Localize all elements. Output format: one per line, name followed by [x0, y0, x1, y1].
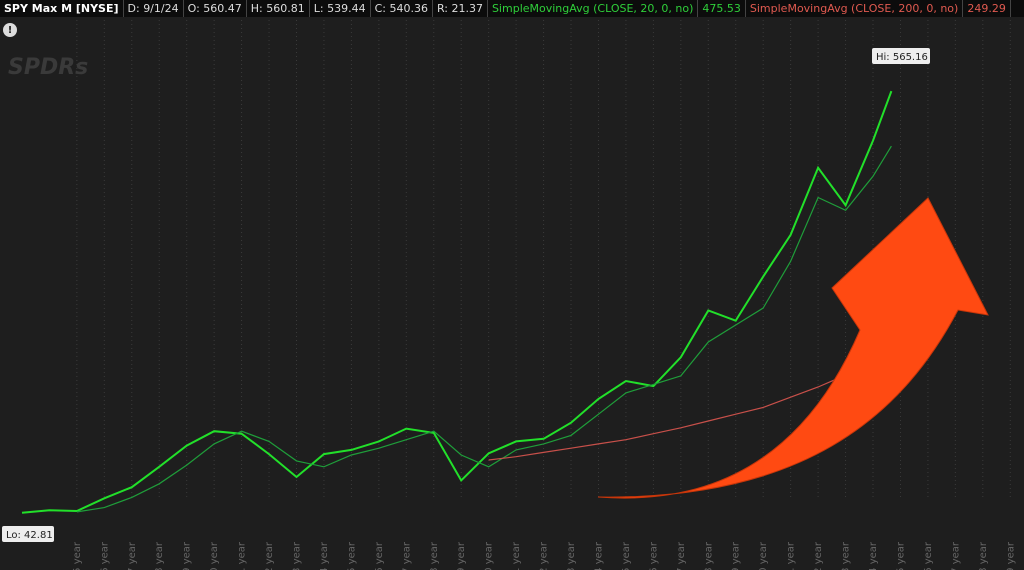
x-tick-label: 2003 year [291, 541, 302, 570]
x-tick-label: 2023 year [841, 541, 852, 570]
field: D: 9/1/24 [124, 0, 184, 17]
field: O: 560.47 [184, 0, 247, 17]
series-line [21, 90, 893, 514]
study-value: 249.29 [963, 0, 1011, 17]
x-tick-label: 2024 year [868, 541, 879, 570]
x-tick-label: 1999 year [182, 541, 193, 570]
x-tick-label: 1995 year [72, 541, 83, 570]
x-tick-label: 2017 year [676, 541, 687, 570]
study-value: 475.53 [698, 0, 746, 17]
x-tick-label: 2004 year [319, 541, 330, 570]
field: H: 560.81 [247, 0, 310, 17]
x-tick-label: 2016 year [648, 541, 659, 570]
x-tick-label: 2013 year [566, 541, 577, 570]
x-tick-label: 2006 year [374, 541, 385, 570]
x-tick-label: 2002 year [264, 541, 275, 570]
x-tick-label: 2025 year [895, 541, 906, 570]
x-tick-label: 2027 year [950, 541, 961, 570]
x-tick-label: 2020 year [758, 541, 769, 570]
x-tick-label: 2011 year [511, 541, 522, 570]
study[interactable]: SimpleMovingAvg (CLOSE, 200, 0, no) [746, 0, 964, 17]
x-tick-label: 2028 year [978, 541, 989, 570]
field: R: 21.37 [433, 0, 488, 17]
series-line [488, 337, 892, 461]
x-tick-label: 2000 year [209, 541, 220, 570]
lo-label-box [2, 526, 54, 542]
x-tick-label: 2026 year [923, 541, 934, 570]
x-tick-label: 2018 year [703, 541, 714, 570]
x-tick-label: 2019 year [731, 541, 742, 570]
x-tick-label: 2021 year [786, 541, 797, 570]
x-tick-label: 2001 year [237, 541, 248, 570]
watermark: SPDRs [8, 55, 88, 80]
x-tick-label: 2009 year [456, 541, 467, 570]
x-tick-label: 2008 year [429, 541, 440, 570]
alert-text: ! [8, 25, 13, 36]
hi-label: Hi: 565.16 [876, 52, 928, 63]
x-tick-label: 2014 year [593, 541, 604, 570]
symbol[interactable]: SPY Max M [NYSE] [0, 0, 124, 17]
lo-label: Lo: 42.81 [6, 530, 53, 541]
x-tick-label: 1997 year [127, 541, 138, 570]
x-tick-label: 2010 year [484, 541, 495, 570]
field: L: 539.44 [310, 0, 371, 17]
field: C: 540.36 [371, 0, 433, 17]
arrow [597, 197, 989, 499]
hi-label-box [872, 48, 930, 64]
header-bar: SPY Max M [NYSE] D: 9/1/24 O: 560.47 H: … [0, 0, 1024, 17]
x-tick-label: 2015 year [621, 541, 632, 570]
x-tick-label: 2005 year [346, 541, 357, 570]
x-tick-label: 2022 year [813, 541, 824, 570]
x-tick-label: 1996 year [99, 541, 110, 570]
x-tick-label: 2029 year [1005, 541, 1016, 570]
alert-icon[interactable] [3, 23, 17, 37]
x-tick-label: 1998 year [154, 541, 165, 570]
x-tick-label: 2007 year [401, 541, 412, 570]
x-tick-label: 2012 year [539, 541, 550, 570]
study[interactable]: SimpleMovingAvg (CLOSE, 20, 0, no) [488, 0, 699, 17]
series-line [76, 145, 892, 513]
